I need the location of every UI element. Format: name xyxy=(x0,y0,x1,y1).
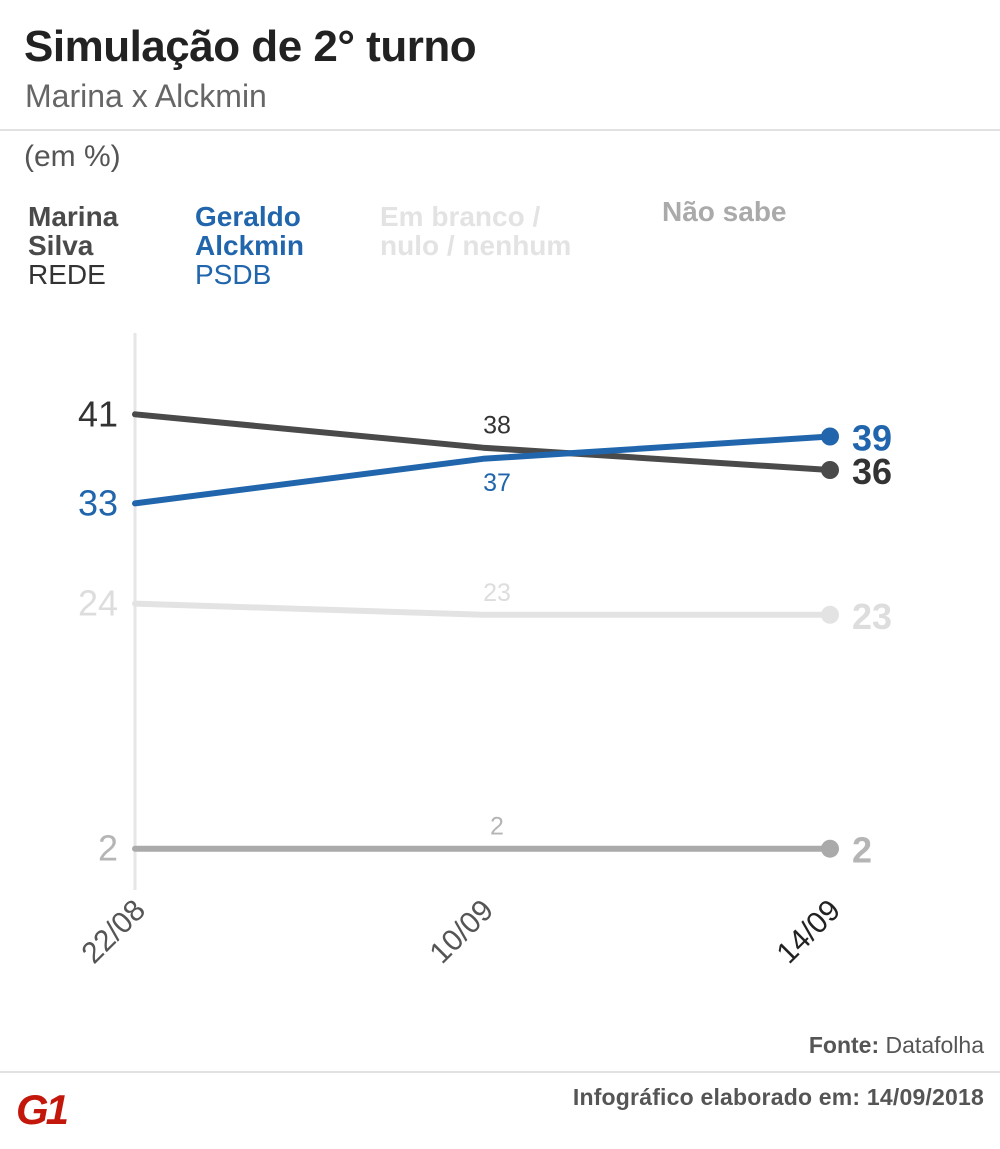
series-em-branco-nulo-nenhum: 24 23 23 xyxy=(78,579,892,637)
legend-branco-name-1: Em branco / xyxy=(380,201,541,232)
data-label-marina-silva-rede-2: 38 xyxy=(483,412,511,440)
source-value: Datafolha xyxy=(885,1032,984,1058)
legend-alckmin-name-2: Alckmin xyxy=(195,230,304,261)
data-label-nao-sabe-1: 2 xyxy=(98,828,118,869)
line-em-branco-nulo-nenhum xyxy=(132,600,833,618)
x-tick-label-2: 10/09 xyxy=(424,894,500,970)
legend-marina: Marina Silva REDE xyxy=(28,202,118,289)
series-nao-sabe: 2 2 2 xyxy=(98,813,872,871)
data-label-em-branco-nulo-nenhum-3: 23 xyxy=(852,596,892,637)
legend-nao-sabe: Não sabe xyxy=(662,197,787,226)
data-label-em-branco-nulo-nenhum-2: 23 xyxy=(483,579,511,607)
g1-logo: G1 xyxy=(16,1088,71,1128)
line-geraldo-alckmin-psdb xyxy=(132,433,833,507)
line-marina-silva-rede xyxy=(132,411,833,473)
header-divider xyxy=(0,129,1000,131)
legend-marina-name-1: Marina xyxy=(28,201,119,232)
series-marina-silva-rede: 41 38 36 xyxy=(78,393,892,492)
footer-divider xyxy=(0,1071,1000,1073)
x-tick-layer: 22/08 10/09 14/09 xyxy=(76,894,847,970)
unit-label: (em %) xyxy=(24,140,121,173)
data-label-geraldo-alckmin-psdb-1: 33 xyxy=(78,482,118,523)
source-label: Fonte: xyxy=(808,1032,880,1058)
data-label-geraldo-alckmin-psdb-3: 39 xyxy=(852,418,892,459)
source-note: Fonte: Datafolha xyxy=(809,1032,984,1059)
legend-alckmin-party: PSDB xyxy=(195,259,272,290)
data-label-em-branco-nulo-nenhum-1: 24 xyxy=(78,583,118,624)
legend-nao-sabe-name: Não sabe xyxy=(662,196,787,227)
series-layer: 2 2 2 24 23 23 41 38 36 33 37 39 xyxy=(78,393,892,870)
legend-branco-name-2: nulo / nenhum xyxy=(380,230,572,261)
legend-marina-name-2: Silva xyxy=(28,230,94,261)
data-label-geraldo-alckmin-psdb-2: 37 xyxy=(483,469,511,497)
legend-alckmin-name-1: Geraldo xyxy=(195,201,301,232)
end-point-geraldo-alckmin-psdb xyxy=(821,427,839,446)
legend-branco-nulo: Em branco / nulo / nenhum xyxy=(380,202,571,260)
legend-marina-party: REDE xyxy=(28,259,106,290)
series-geraldo-alckmin-psdb: 33 37 39 xyxy=(78,418,892,524)
x-tick-label-1: 22/08 xyxy=(76,894,152,970)
line-chart: 2 2 2 24 23 23 41 38 36 33 37 39 22/08 10/09 14/09 xyxy=(76,333,892,970)
data-label-nao-sabe-2: 2 xyxy=(490,813,504,841)
x-tick-label-3: 14/09 xyxy=(771,894,847,970)
end-point-nao-sabe xyxy=(821,839,839,858)
end-point-em-branco-nulo-nenhum xyxy=(821,605,839,624)
data-label-marina-silva-rede-1: 41 xyxy=(78,393,118,434)
credit-note: Infográfico elaborado em: 14/09/2018 xyxy=(572,1084,984,1110)
data-label-marina-silva-rede-3: 36 xyxy=(852,451,892,492)
end-point-marina-silva-rede xyxy=(821,461,839,479)
chart-title: Simulação de 2° turno xyxy=(24,22,477,71)
chart-subtitle: Marina x Alckmin xyxy=(25,78,267,114)
g1-logo-text: G1 xyxy=(16,1088,68,1128)
legend-alckmin: Geraldo Alckmin PSDB xyxy=(195,202,304,289)
data-label-nao-sabe-3: 2 xyxy=(852,830,872,871)
